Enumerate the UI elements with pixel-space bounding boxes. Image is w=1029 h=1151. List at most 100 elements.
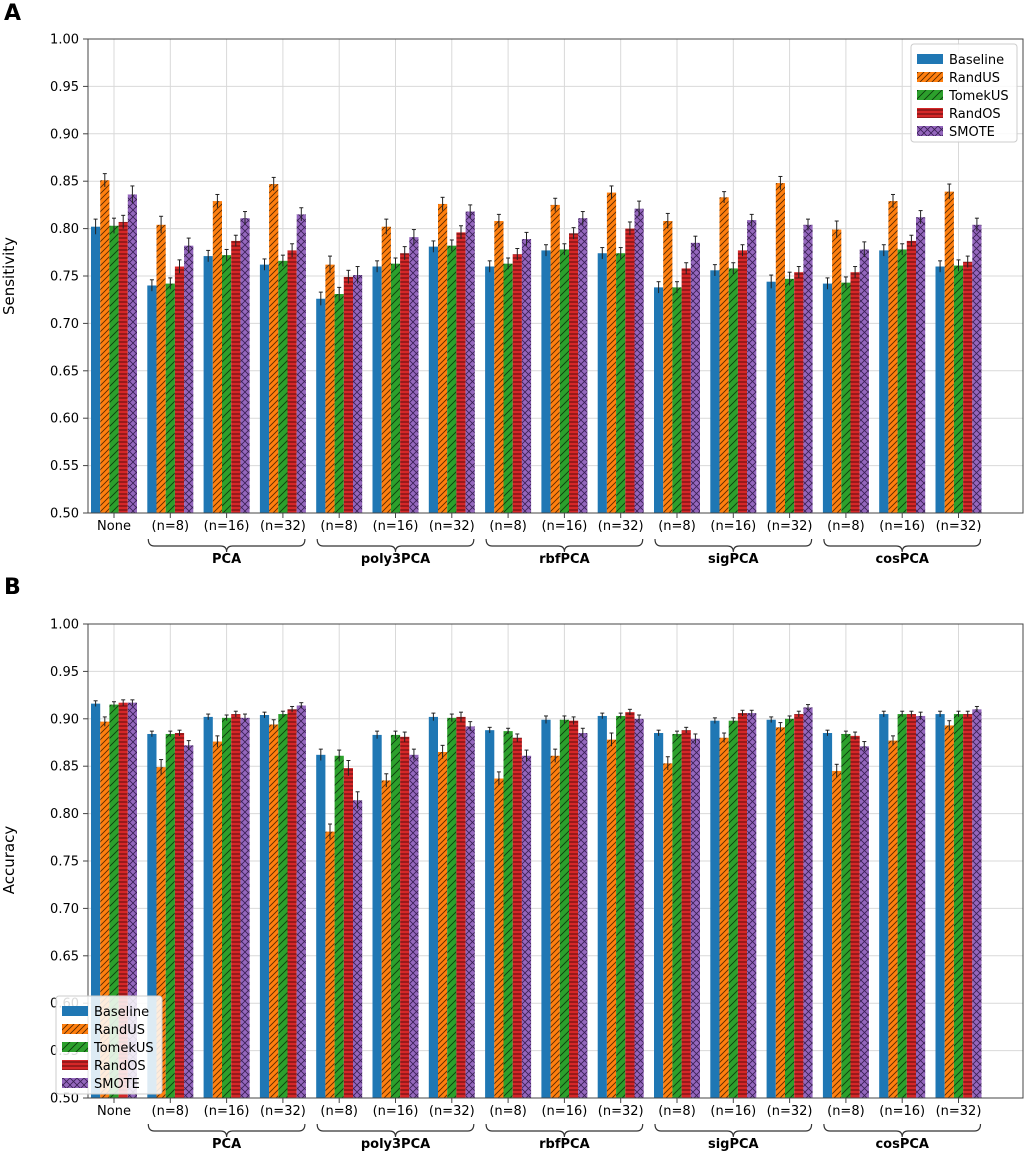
bar-randus	[381, 780, 391, 1098]
xtick-label: (n=16)	[710, 1104, 756, 1119]
bar-tomekus	[447, 717, 457, 1098]
bar-randos	[906, 240, 916, 513]
bar-randus	[325, 264, 335, 513]
bar-randos	[681, 730, 691, 1098]
bar-tomekus	[953, 265, 964, 513]
panel-a-label: A	[4, 1, 21, 26]
xtick-label: (n=32)	[429, 1104, 475, 1119]
bar-tomekus	[728, 720, 738, 1098]
ytick-label: 0.70	[50, 902, 79, 917]
bar-randus	[381, 226, 391, 514]
bar-randos	[231, 240, 241, 513]
ytick-label: 0.75	[50, 270, 79, 285]
bar-tomekus	[672, 287, 682, 513]
bar-smote	[916, 715, 926, 1098]
group-brace	[823, 1123, 982, 1138]
ytick-label: 0.95	[50, 665, 79, 680]
bar-tomekus	[785, 278, 795, 513]
bar-smote	[747, 220, 757, 513]
group-label: rbfPCA	[539, 552, 590, 567]
bar-baseline	[879, 250, 889, 514]
bar-smote	[240, 717, 250, 1098]
bar-randos	[794, 714, 804, 1098]
group-brace	[316, 538, 475, 553]
bar-tomekus	[334, 755, 344, 1098]
panel-b-bars	[91, 699, 982, 1098]
bar-baseline	[147, 285, 157, 513]
ytick-label: 0.80	[50, 222, 79, 237]
bar-smote	[521, 755, 532, 1098]
bar-randos	[287, 709, 297, 1098]
bar-smote	[747, 713, 757, 1098]
bar-baseline	[710, 270, 720, 513]
bar-baseline	[316, 298, 326, 513]
ytick-label: 0.90	[50, 127, 79, 142]
bar-tomekus	[165, 283, 175, 513]
bar-tomekus	[785, 718, 795, 1098]
bar-smote	[240, 218, 250, 513]
xtick-label: (n=16)	[204, 519, 250, 534]
bar-randos	[850, 735, 860, 1098]
xtick-label: None	[97, 1104, 131, 1119]
bar-randus	[494, 778, 504, 1098]
ytick-label: 0.55	[50, 459, 79, 474]
legend-label: RandUS	[94, 1023, 145, 1038]
xtick-label: None	[97, 519, 131, 534]
legend-label: RandUS	[949, 71, 1000, 86]
bar-randos	[625, 712, 635, 1098]
bar-randos	[794, 272, 804, 513]
bar-randos	[118, 221, 128, 514]
bar-smote	[465, 726, 475, 1098]
bar-randus	[719, 197, 729, 514]
bar-tomekus	[222, 255, 232, 514]
panel-a-xticks: None (n=8) (n=16) (n=32) (n=8) (n=16) (n=32) (n…	[97, 513, 981, 534]
legend-swatch-tomekus	[62, 1042, 88, 1052]
bar-randos	[343, 768, 353, 1098]
bar-randus	[269, 724, 279, 1098]
bar-randos	[400, 736, 410, 1098]
bar-baseline	[485, 730, 495, 1098]
bar-randos	[737, 250, 748, 514]
bar-smote	[690, 242, 700, 513]
bar-smote	[916, 217, 926, 513]
legend-label: TomekUS	[93, 1041, 154, 1056]
bar-randos	[963, 261, 973, 513]
bar-randos	[850, 272, 860, 513]
bar-smote	[634, 718, 644, 1098]
bar-randus	[212, 741, 222, 1098]
bar-tomekus	[953, 714, 964, 1098]
bar-smote	[578, 733, 588, 1098]
bar-smote	[859, 249, 869, 513]
ytick-label: 0.90	[50, 712, 79, 727]
bar-baseline	[654, 733, 664, 1098]
bar-smote	[690, 738, 700, 1098]
bar-baseline	[597, 253, 607, 514]
bar-smote	[353, 275, 363, 513]
ytick-label: 0.75	[50, 855, 79, 870]
bar-smote	[859, 746, 869, 1098]
bar-tomekus	[503, 263, 513, 513]
bar-tomekus	[390, 734, 401, 1098]
ytick-label: 0.70	[50, 317, 79, 332]
bar-smote	[409, 754, 419, 1098]
bar-randus	[100, 721, 110, 1098]
panel-b-groups: PCA poly3PCA rbfPCA sigPCA cosPCA	[147, 1123, 982, 1151]
bar-baseline	[428, 716, 438, 1098]
group-brace	[147, 1123, 306, 1138]
bar-randos	[231, 714, 241, 1098]
bar-tomekus	[897, 714, 907, 1098]
bar-randus	[100, 180, 110, 513]
bar-baseline	[654, 287, 664, 513]
bar-tomekus	[616, 715, 626, 1098]
bar-baseline	[259, 715, 270, 1098]
bar-smote	[803, 224, 813, 514]
bar-randus	[438, 203, 448, 513]
bar-tomekus	[109, 225, 119, 514]
legend-swatch-randos	[917, 108, 943, 118]
group-label: PCA	[212, 1137, 241, 1151]
bar-baseline	[935, 266, 945, 513]
legend-swatch-randus	[917, 72, 943, 82]
bar-randos	[569, 720, 579, 1098]
bar-randos	[287, 250, 297, 514]
bar-baseline	[935, 714, 945, 1098]
